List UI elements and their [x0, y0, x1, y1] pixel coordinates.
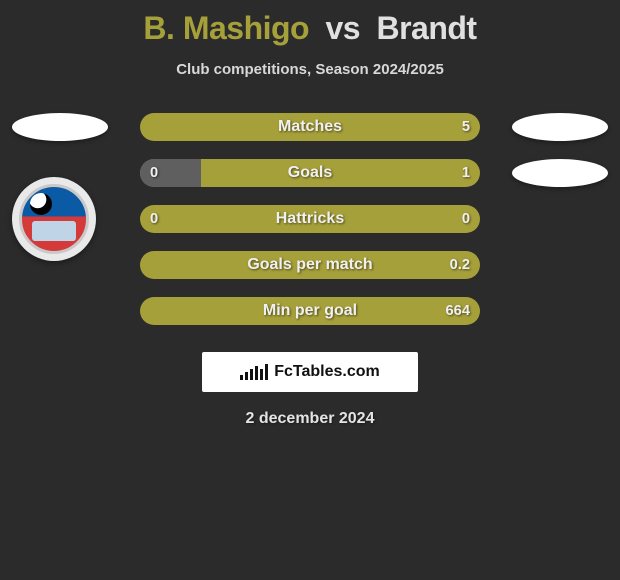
footer-date: 2 december 2024: [0, 410, 620, 428]
chart-row: Goals per match0.2: [0, 242, 620, 288]
title-player1: B. Mashigo: [143, 10, 309, 46]
side-logo-slot: [512, 113, 608, 141]
bar-value-right: 1: [462, 159, 470, 187]
bar-value-right: 5: [462, 113, 470, 141]
bar-value-right: 664: [446, 297, 470, 325]
title-vs: vs: [325, 10, 360, 46]
chart-row: Hattricks0 0: [0, 196, 620, 242]
bar-track: Goals01: [140, 159, 480, 187]
bar-track: Matches5: [140, 113, 480, 141]
chart-row: Matches5: [0, 104, 620, 150]
bar-label: Min per goal: [140, 297, 480, 325]
bar-label: Hattricks: [140, 205, 480, 233]
watermark: FcTables.com: [202, 352, 418, 392]
bar-value-right: 0.2: [450, 251, 470, 279]
side-logo-slot: [12, 113, 108, 141]
comparison-chart: Matches5 Goals01 Hattricks0 0 Goals per matc…: [0, 104, 620, 334]
bar-value-right: 0: [462, 205, 470, 233]
watermark-text: FcTables.com: [274, 363, 380, 381]
bar-track: Min per goal664: [140, 297, 480, 325]
bar-fill-left: [140, 159, 201, 187]
bar-label: Goals per match: [140, 251, 480, 279]
side-logo-slot: [512, 159, 608, 187]
team-logo-placeholder: [512, 113, 608, 141]
bar-track: Goals per match0.2: [140, 251, 480, 279]
title-player2: Brandt: [376, 10, 476, 46]
bar-label: Matches: [140, 113, 480, 141]
watermark-bars-icon: [240, 364, 268, 380]
page-title: B. Mashigo vs Brandt: [0, 0, 620, 47]
team-logo-placeholder: [512, 159, 608, 187]
bar-track: Hattricks0 0: [140, 205, 480, 233]
chart-row: Min per goal664: [0, 288, 620, 334]
subtitle: Club competitions, Season 2024/2025: [0, 61, 620, 78]
team-logo-placeholder: [12, 113, 108, 141]
bar-value-left: 0: [150, 205, 158, 233]
